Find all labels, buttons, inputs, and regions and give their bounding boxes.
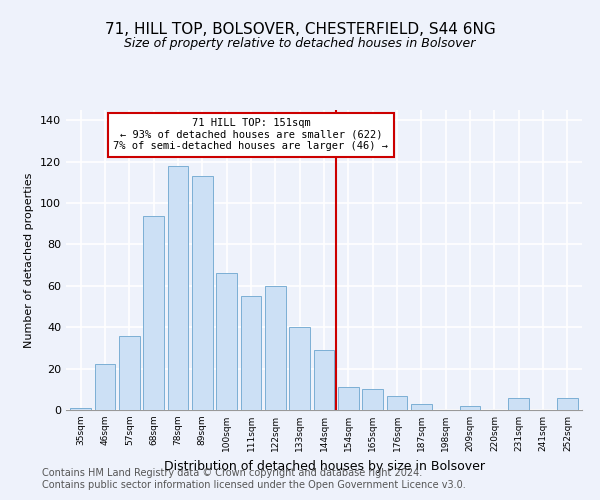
Bar [192, 176, 212, 410]
Bar [95, 364, 115, 410]
Text: Contains HM Land Registry data © Crown copyright and database right 2024.: Contains HM Land Registry data © Crown c… [42, 468, 422, 477]
Bar [241, 296, 262, 410]
Bar [70, 408, 91, 410]
Bar [167, 166, 188, 410]
Bar [216, 274, 237, 410]
Bar [386, 396, 407, 410]
Bar [265, 286, 286, 410]
X-axis label: Distribution of detached houses by size in Bolsover: Distribution of detached houses by size … [163, 460, 485, 472]
Bar [314, 350, 334, 410]
Bar [119, 336, 140, 410]
Bar [557, 398, 578, 410]
Bar [338, 387, 359, 410]
Text: 71 HILL TOP: 151sqm
← 93% of detached houses are smaller (622)
7% of semi-detach: 71 HILL TOP: 151sqm ← 93% of detached ho… [113, 118, 388, 152]
Bar [460, 406, 481, 410]
Text: 71, HILL TOP, BOLSOVER, CHESTERFIELD, S44 6NG: 71, HILL TOP, BOLSOVER, CHESTERFIELD, S4… [104, 22, 496, 38]
Y-axis label: Number of detached properties: Number of detached properties [25, 172, 34, 348]
Text: Contains public sector information licensed under the Open Government Licence v3: Contains public sector information licen… [42, 480, 466, 490]
Text: Size of property relative to detached houses in Bolsover: Size of property relative to detached ho… [124, 38, 476, 51]
Bar [143, 216, 164, 410]
Bar [411, 404, 432, 410]
Bar [508, 398, 529, 410]
Bar [362, 390, 383, 410]
Bar [289, 327, 310, 410]
